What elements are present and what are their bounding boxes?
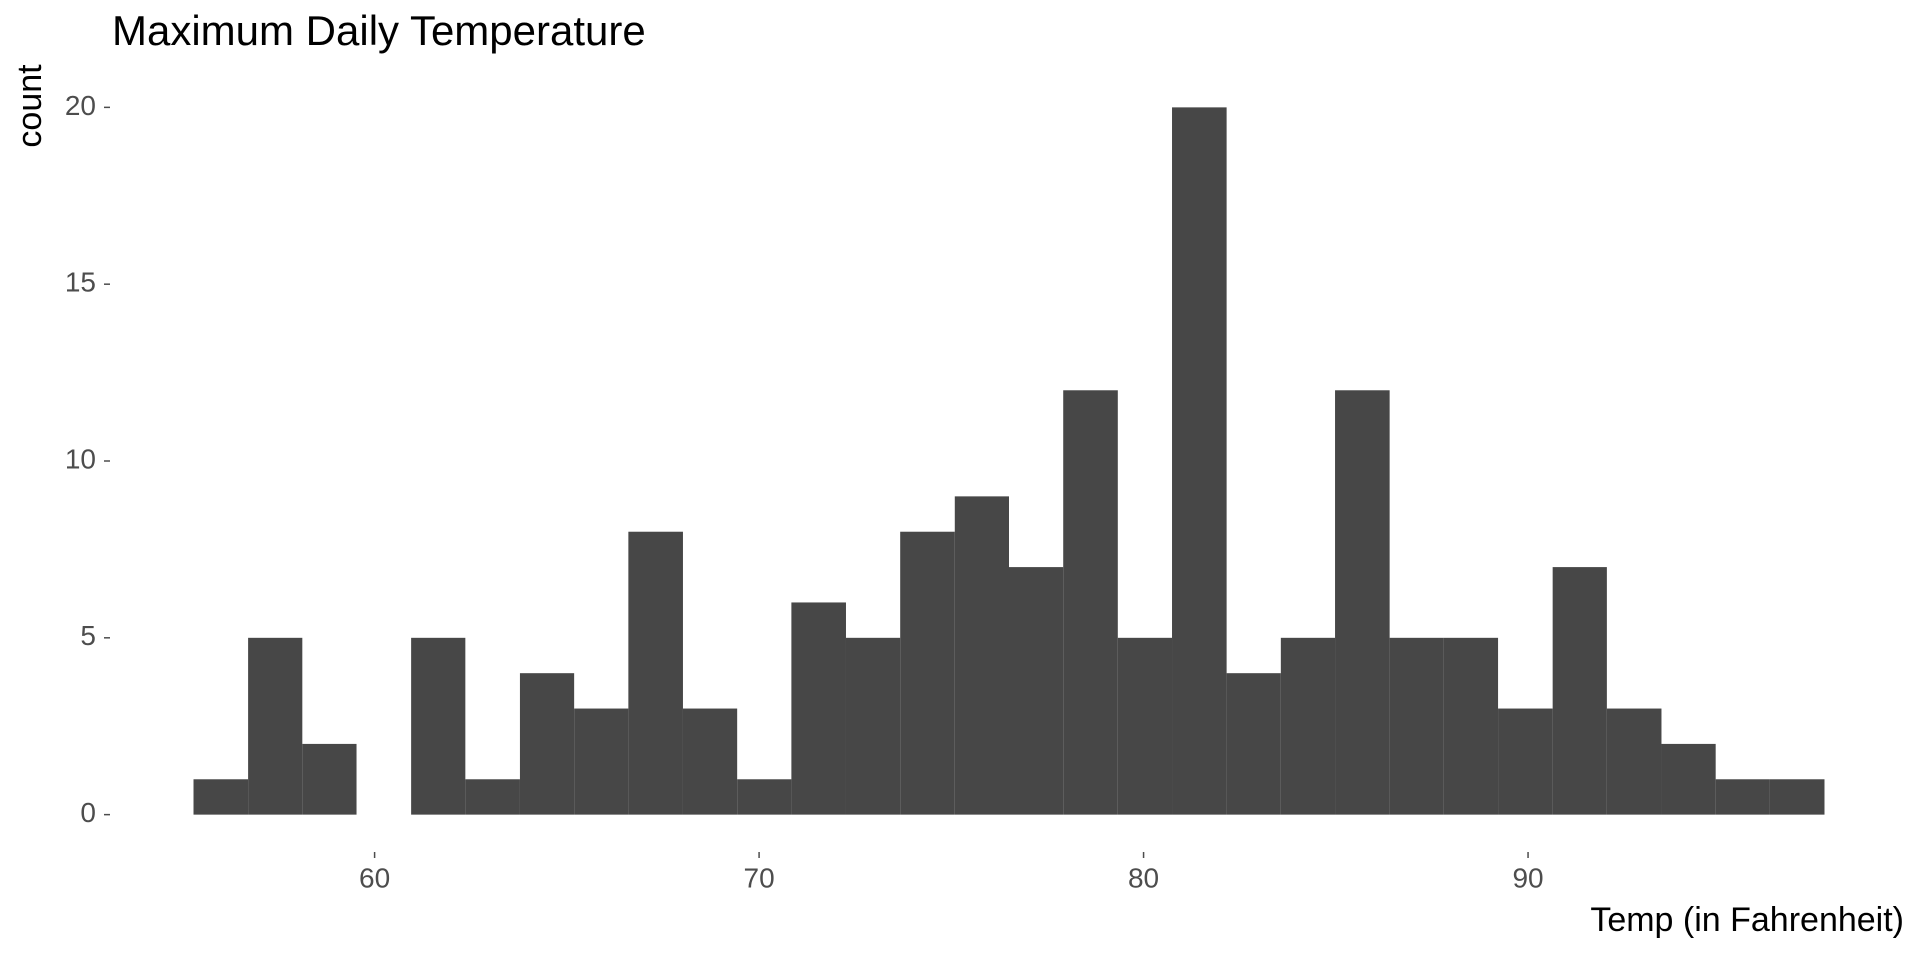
bar bbox=[900, 531, 955, 815]
bar bbox=[519, 673, 575, 815]
bar bbox=[1172, 107, 1227, 815]
bar bbox=[1389, 637, 1444, 815]
y-tick-label: 10 bbox=[65, 443, 96, 474]
bar bbox=[1552, 567, 1607, 815]
bar bbox=[1280, 637, 1336, 815]
bar bbox=[193, 779, 249, 815]
bar bbox=[1443, 637, 1499, 815]
y-tick-label: 20 bbox=[65, 90, 96, 121]
bar bbox=[248, 637, 303, 815]
bar bbox=[628, 531, 683, 815]
bar bbox=[954, 496, 1009, 815]
y-axis-title: count bbox=[11, 64, 49, 148]
bar bbox=[1226, 673, 1281, 815]
bar bbox=[1117, 637, 1173, 815]
x-tick-label: 80 bbox=[1128, 862, 1159, 893]
bar bbox=[1769, 779, 1825, 815]
bar bbox=[845, 637, 901, 815]
bar bbox=[1009, 567, 1064, 815]
bar bbox=[1715, 779, 1770, 815]
chart-title: Maximum Daily Temperature bbox=[112, 7, 646, 54]
bar bbox=[1661, 743, 1716, 815]
y-tick-label: 5 bbox=[80, 620, 96, 651]
bar bbox=[737, 779, 792, 815]
x-tick-label: 70 bbox=[744, 862, 775, 893]
bar bbox=[1063, 390, 1118, 815]
bar bbox=[791, 602, 846, 815]
x-axis-title: Temp (in Fahrenheit) bbox=[1590, 901, 1904, 939]
bar bbox=[411, 637, 466, 815]
bar bbox=[302, 743, 357, 815]
bar bbox=[1606, 708, 1662, 815]
y-tick-label: 0 bbox=[80, 797, 96, 828]
x-tick-label: 60 bbox=[359, 862, 390, 893]
y-tick-label: 15 bbox=[65, 267, 96, 298]
bar bbox=[682, 708, 738, 815]
bar bbox=[1335, 390, 1390, 815]
bar bbox=[1498, 708, 1553, 815]
x-tick-label: 90 bbox=[1512, 862, 1543, 893]
bar bbox=[574, 708, 629, 815]
bar bbox=[465, 779, 520, 815]
